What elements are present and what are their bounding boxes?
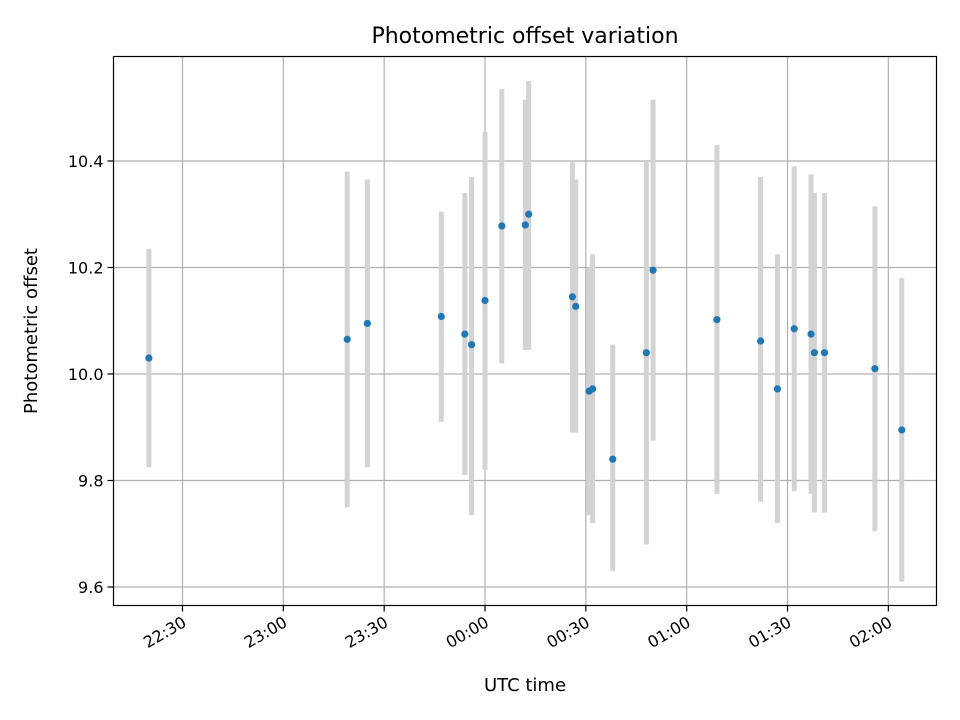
data-point [807, 330, 815, 338]
x-axis-label: UTC time [484, 675, 566, 696]
y-tick-label: 10.4 [68, 152, 104, 171]
chart-title: Photometric offset variation [371, 24, 678, 49]
data-point [343, 335, 351, 343]
y-axis: 9.6 9.8 10.0 10.2 10.4 [68, 152, 114, 597]
y-tick-label: 10.0 [68, 365, 104, 384]
y-tick-label: 9.6 [78, 578, 103, 597]
y-tick-label: 9.8 [78, 472, 103, 491]
data-point [609, 455, 617, 463]
plot-frame [112, 55, 938, 607]
data-point [525, 210, 533, 218]
data-point [521, 221, 529, 229]
data-point [461, 330, 469, 338]
data-point [642, 349, 650, 357]
data-point [649, 266, 657, 274]
data-point [498, 222, 506, 230]
data-point [898, 426, 906, 434]
data-point [713, 316, 721, 324]
data-point [568, 293, 576, 301]
data-point [481, 296, 489, 305]
data-point [871, 365, 879, 373]
data-point [467, 341, 476, 349]
data-point [572, 302, 580, 310]
data-point [790, 325, 798, 333]
data-point [820, 349, 829, 357]
y-tick-label: 10.2 [68, 259, 104, 278]
data-point [757, 337, 765, 345]
data-point [773, 385, 782, 393]
data-point [437, 312, 445, 321]
y-axis-label: Photometric offset [21, 248, 42, 414]
data-point [363, 319, 371, 328]
data-point [810, 349, 818, 357]
grid [113, 56, 937, 606]
data-point [145, 354, 153, 362]
data-point [588, 385, 597, 393]
data-points [145, 210, 906, 463]
